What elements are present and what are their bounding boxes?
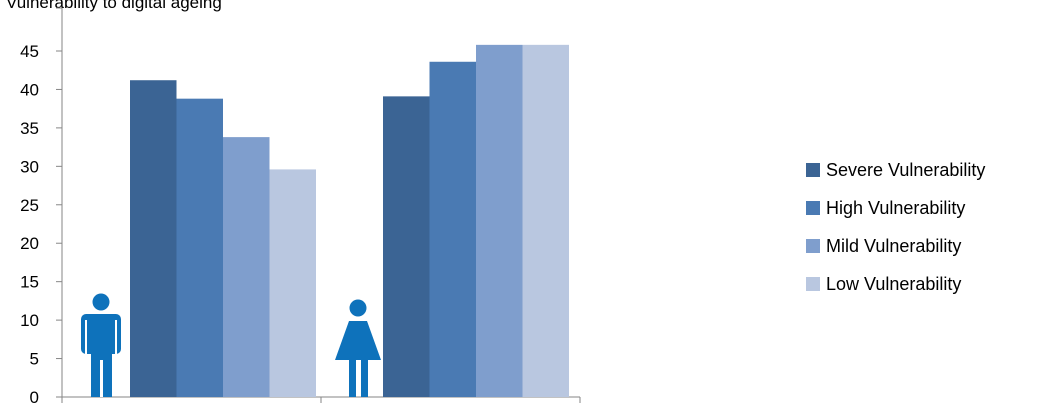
y-tick-label-0: 0 [30, 388, 39, 405]
category-icons [81, 293, 381, 397]
axes: 0 5 10 15 20 25 30 35 40 45 [20, 7, 581, 407]
legend-label-low: Low Vulnerability [826, 274, 962, 294]
bar-male-mild-vulnerability [223, 137, 270, 398]
legend-swatch-mild [806, 239, 820, 253]
legend-label-severe: Severe Vulnerability [826, 160, 986, 180]
legend-swatch-high [806, 201, 820, 215]
y-tick-label-20: 20 [20, 234, 39, 253]
y-tick-label-45: 45 [20, 42, 39, 61]
legend-label-mild: Mild Vulnerability [826, 236, 962, 256]
male-person-icon [81, 293, 121, 397]
legend-swatch-severe [806, 163, 820, 177]
y-tick-label-15: 15 [20, 273, 39, 292]
bar-male-low-vulnerability [269, 169, 316, 397]
female-person-icon [335, 299, 381, 397]
legend-label-high: High Vulnerability [826, 198, 966, 218]
bar-female-mild-vulnerability [476, 44, 523, 398]
y-tick-label-10: 10 [20, 311, 39, 330]
bar-female-high-vulnerability [429, 61, 476, 398]
y-tick-label-25: 25 [20, 196, 39, 215]
bar-female-low-vulnerability [522, 44, 569, 398]
legend-swatch-low [806, 277, 820, 291]
y-tick-label-35: 35 [20, 119, 39, 138]
chart-title: Vulnerability to digital ageing [6, 0, 222, 12]
legend: Severe Vulnerability High Vulnerability … [806, 158, 1062, 310]
bar-female-severe-vulnerability [383, 96, 430, 397]
y-tick-label-30: 30 [20, 157, 39, 176]
legend-item-severe: Severe Vulnerability [806, 158, 1062, 183]
legend-item-low: Low Vulnerability [806, 272, 1062, 297]
y-tick-label-5: 5 [30, 350, 39, 369]
bar-male-high-vulnerability [176, 98, 223, 397]
legend-item-high: High Vulnerability [806, 196, 1062, 221]
y-tick-label-40: 40 [20, 80, 39, 99]
legend-item-mild: Mild Vulnerability [806, 234, 1062, 259]
bars [130, 44, 569, 398]
bar-male-severe-vulnerability [130, 80, 177, 398]
